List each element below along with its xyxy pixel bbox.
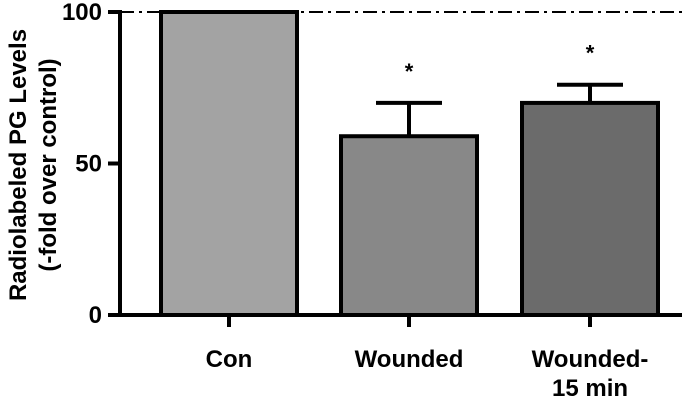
- bar: [520, 100, 660, 318]
- x-ticks: Con Wounded Wounded-15 min: [206, 315, 649, 402]
- error-bars: [376, 82, 623, 137]
- bar: [339, 134, 479, 317]
- y-tick-label: 50: [75, 151, 102, 178]
- y-axis-title-line-2: (-fold over control): [35, 58, 62, 271]
- y-axis-title-line-1: Radiolabeled PG Levels: [5, 29, 32, 301]
- x-tick-label: Wounded-15 min: [532, 346, 649, 402]
- bar: [159, 10, 299, 317]
- y-tick-label: 100: [62, 0, 102, 26]
- x-tick-label: Con: [206, 346, 253, 373]
- y-axis-title: Radiolabeled PG Levels (-fold over contr…: [5, 29, 62, 301]
- y-ticks: 0 50 100: [62, 0, 120, 329]
- significance-marker: *: [405, 59, 414, 84]
- significance-marker: *: [586, 41, 595, 66]
- y-tick-label: 0: [89, 302, 102, 329]
- significance-markers: **: [405, 41, 595, 84]
- x-tick-label: Wounded: [355, 346, 464, 373]
- bars: [159, 10, 660, 318]
